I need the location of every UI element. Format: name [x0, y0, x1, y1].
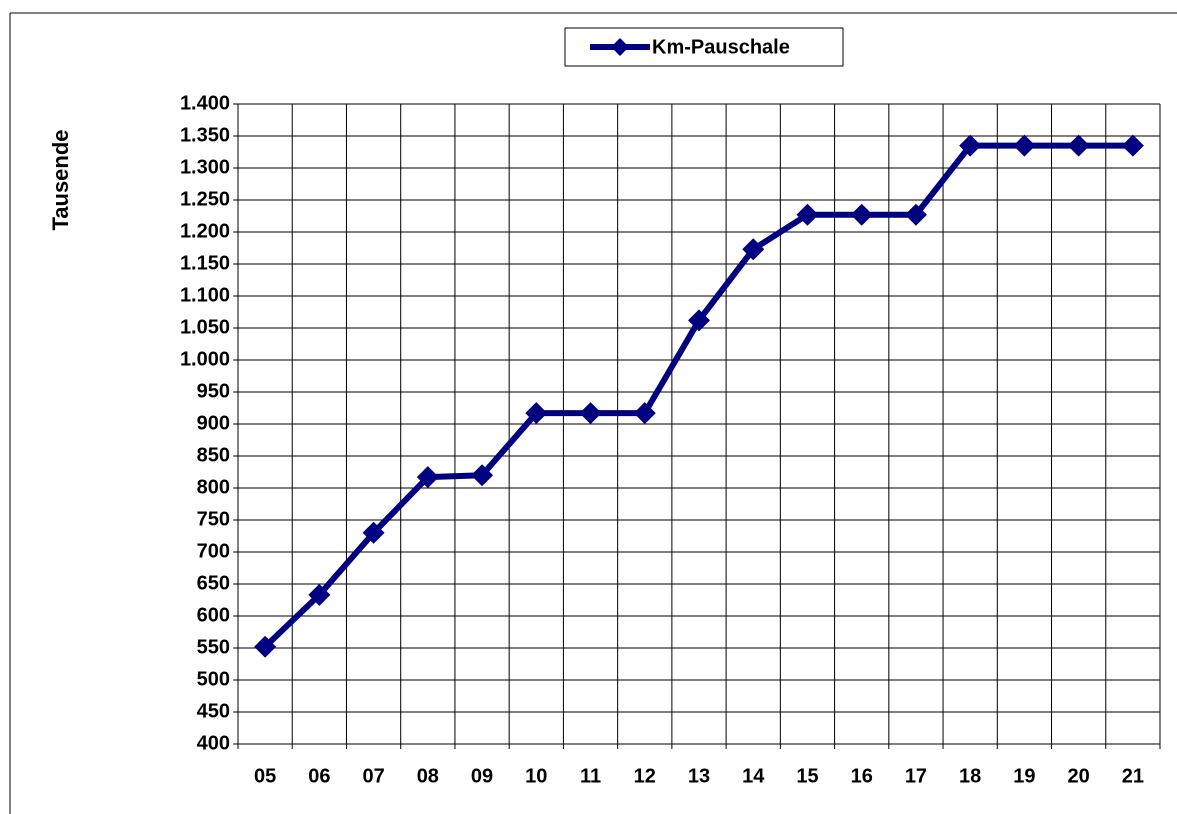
- point-marker: [850, 203, 873, 226]
- point-marker: [796, 203, 819, 226]
- y-tick-label: 1.150: [180, 252, 230, 274]
- y-tick-label: 1.250: [180, 188, 230, 210]
- point-marker: [416, 466, 439, 489]
- x-tick-label: 21: [1122, 765, 1144, 787]
- x-tick-label: 20: [1068, 765, 1090, 787]
- point-marker: [1067, 134, 1090, 157]
- y-tick-label: 1.200: [180, 220, 230, 242]
- point-marker: [254, 635, 277, 658]
- series-line: [263, 142, 1133, 649]
- y-tick-label: 900: [197, 412, 230, 434]
- x-tick-label: 14: [742, 765, 765, 787]
- y-tick-label: 600: [197, 604, 230, 626]
- point-marker: [471, 464, 494, 487]
- y-axis-label: Tausende: [48, 129, 73, 230]
- y-tick-label: 550: [197, 636, 230, 658]
- y-tick-label: 450: [197, 700, 230, 722]
- y-tick-label: 700: [197, 540, 230, 562]
- x-tick-label: 12: [634, 765, 656, 787]
- point-marker: [959, 134, 982, 157]
- x-tick-label: 06: [308, 765, 330, 787]
- y-tick-label: 400: [197, 732, 230, 754]
- x-tick-label: 05: [254, 765, 276, 787]
- x-tick-label: 19: [1013, 765, 1035, 787]
- x-tick-label: 15: [796, 765, 818, 787]
- point-marker: [742, 238, 765, 261]
- y-tick-label: 1.300: [180, 156, 230, 178]
- point-marker: [904, 203, 927, 226]
- point-marker: [362, 521, 385, 544]
- x-tick-label: 08: [417, 765, 439, 787]
- x-tick-label: 10: [525, 765, 547, 787]
- legend-label: Km-Pauschale: [652, 36, 790, 58]
- y-tick-label: 950: [197, 380, 230, 402]
- point-marker: [1013, 134, 1036, 157]
- y-tick-label: 500: [197, 668, 230, 690]
- point-marker: [525, 402, 548, 425]
- point-marker: [579, 402, 602, 425]
- y-tick-label: 800: [197, 476, 230, 498]
- point-marker: [633, 402, 656, 425]
- point-marker: [1121, 134, 1144, 157]
- y-tick-label: 850: [197, 444, 230, 466]
- x-tick-label: 17: [905, 765, 927, 787]
- x-tick-label: 16: [851, 765, 873, 787]
- x-tick-label: 07: [362, 765, 384, 787]
- y-tick-label: 650: [197, 572, 230, 594]
- x-tick-label: 11: [580, 765, 601, 787]
- y-tick-label: 1.050: [180, 316, 230, 338]
- y-tick-label: 750: [197, 508, 230, 530]
- point-marker: [308, 583, 331, 606]
- y-tick-label: 1.350: [180, 124, 230, 146]
- x-tick-label: 09: [471, 765, 493, 787]
- y-tick-label: 1.100: [180, 284, 230, 306]
- x-tick-label: 18: [959, 765, 981, 787]
- y-tick-label: 1.000: [180, 348, 230, 370]
- x-tick-label: 13: [688, 765, 710, 787]
- y-tick-label: 1.400: [180, 92, 230, 114]
- point-marker: [688, 309, 710, 332]
- legend-marker: [611, 38, 629, 56]
